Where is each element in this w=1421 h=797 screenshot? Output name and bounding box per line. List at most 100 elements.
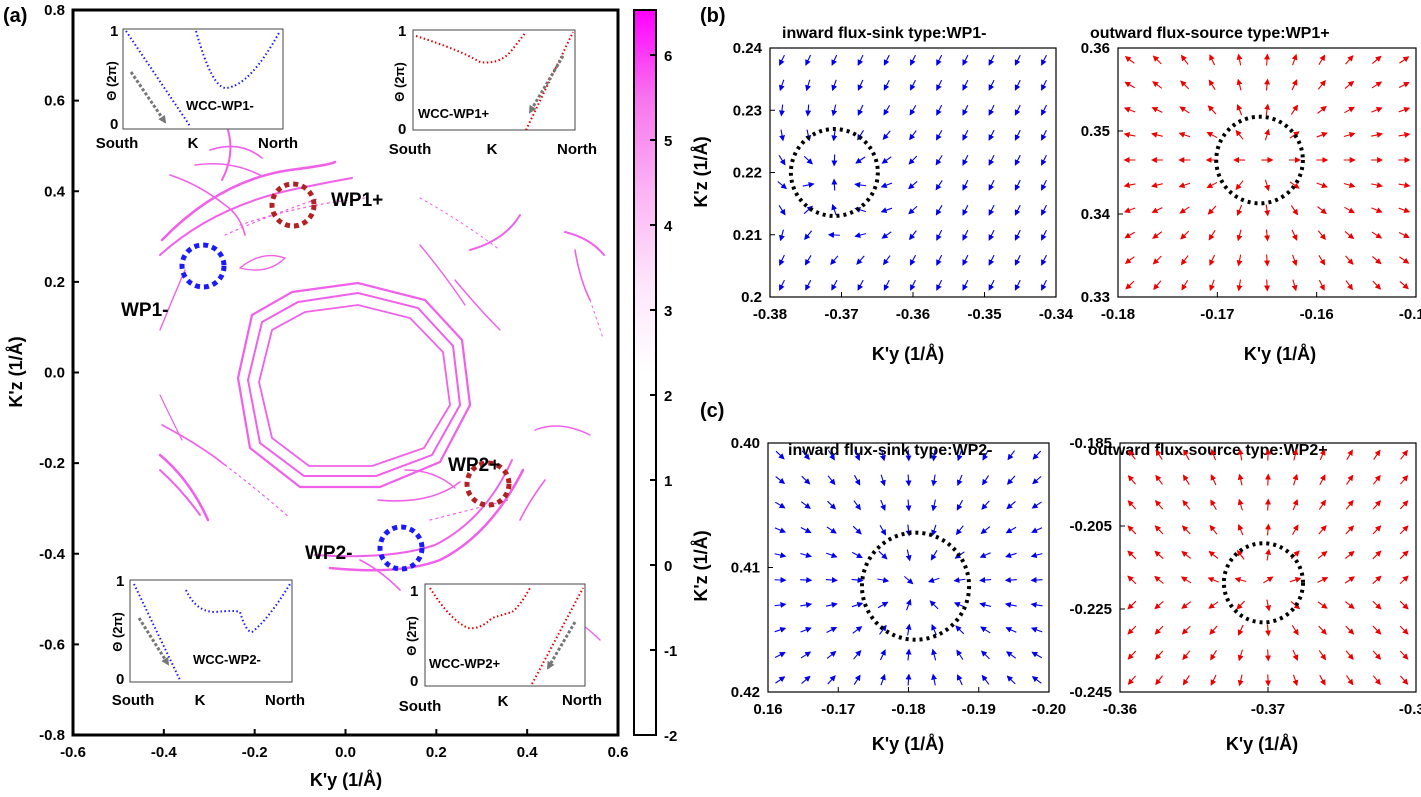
vector-arrow bbox=[1371, 81, 1383, 89]
vector-arrow bbox=[1264, 254, 1271, 267]
vector-arrow bbox=[778, 104, 785, 117]
surface-arc bbox=[574, 249, 591, 301]
surface-arc bbox=[239, 197, 366, 226]
surface-arc bbox=[404, 469, 456, 489]
vector-arrow bbox=[1152, 231, 1163, 239]
vector-arrow bbox=[1032, 475, 1042, 485]
vector-arrow bbox=[905, 499, 912, 512]
colorbar-gradient bbox=[633, 9, 657, 736]
vector-arrow bbox=[1344, 601, 1355, 610]
vector-arrow bbox=[1264, 53, 1271, 66]
vector-arrow bbox=[801, 475, 811, 485]
y-tick-label: 0.41 bbox=[731, 560, 760, 577]
x-tick-label: -0.36 bbox=[896, 306, 930, 323]
vector-arrow bbox=[827, 675, 836, 685]
vector-arrow bbox=[1291, 279, 1298, 292]
colorbar: 6 5 4 3 2 1 0 -1 -2 bbox=[633, 9, 677, 745]
surface-arc bbox=[239, 254, 287, 271]
vector-arrow bbox=[857, 279, 864, 291]
vector-arrow bbox=[1317, 550, 1328, 559]
inset-ytick-top: 1 bbox=[398, 23, 406, 40]
inset-xtick-south: South bbox=[399, 698, 442, 715]
vector-arrow bbox=[988, 229, 995, 241]
vector-arrow bbox=[936, 79, 943, 91]
vector-arrow bbox=[1123, 107, 1136, 113]
vector-arrow bbox=[880, 499, 886, 512]
vector-arrow bbox=[1155, 675, 1163, 686]
vector-arrow bbox=[929, 600, 939, 610]
wcc-curve bbox=[415, 31, 527, 64]
vector-arrow bbox=[1206, 131, 1218, 139]
vector-arrow bbox=[931, 624, 937, 636]
vector-arrow bbox=[1372, 550, 1382, 560]
inset-ytick-bottom: 0 bbox=[398, 121, 406, 138]
vector-arrow bbox=[1180, 54, 1189, 65]
vector-arrow bbox=[1265, 523, 1272, 536]
vector-arrow bbox=[1209, 625, 1218, 635]
vector-arrow bbox=[1181, 279, 1189, 291]
y-tick-label: 0.8 bbox=[44, 2, 65, 19]
vector-arrow bbox=[1209, 524, 1218, 535]
vector-arrow bbox=[956, 649, 964, 660]
vector-arrow bbox=[956, 449, 963, 462]
vector-arrow bbox=[1210, 499, 1217, 511]
surface-arc bbox=[161, 424, 226, 466]
vector-arrow bbox=[1041, 204, 1047, 216]
vector-arrow bbox=[857, 54, 864, 66]
vector-arrow bbox=[962, 54, 969, 66]
inset-ytick-bottom: 0 bbox=[110, 116, 118, 133]
vector-arrow bbox=[1318, 625, 1327, 635]
surface-arc bbox=[224, 197, 321, 236]
guide-arrow bbox=[137, 617, 170, 666]
vector-arrow bbox=[910, 54, 916, 66]
vector-arrow bbox=[880, 673, 886, 686]
inset-xtick-north: North bbox=[265, 692, 305, 709]
vector-arrow bbox=[1180, 576, 1192, 584]
vector-arrow bbox=[1291, 625, 1299, 636]
vector-arrow bbox=[928, 577, 940, 584]
vector-arrow bbox=[1155, 449, 1163, 460]
vector-arrow bbox=[1372, 474, 1381, 485]
vector-arrow bbox=[956, 474, 963, 486]
vector-arrow bbox=[1317, 105, 1327, 114]
panel-c2-title: outward flux-source type:WP2+ bbox=[1088, 442, 1328, 459]
vector-arrow bbox=[936, 129, 943, 141]
weyl-point-markers bbox=[179, 181, 512, 572]
vector-arrow bbox=[909, 130, 917, 141]
vector-arrow bbox=[908, 205, 918, 215]
vector-arrow bbox=[1289, 181, 1300, 189]
bulk-pocket-outer bbox=[236, 281, 472, 489]
vector-arrow bbox=[1399, 675, 1409, 685]
vector-arrow bbox=[905, 549, 912, 562]
inset-y-label: Θ (2π) bbox=[110, 612, 125, 652]
vector-arrow bbox=[909, 254, 917, 266]
inset-ytick-bottom: 0 bbox=[410, 673, 418, 690]
vector-arrow bbox=[1292, 498, 1299, 511]
vector-arrow bbox=[827, 475, 836, 486]
vector-arrow bbox=[1289, 131, 1300, 139]
vector-arrow bbox=[1372, 525, 1382, 535]
vector-arrow bbox=[1399, 550, 1409, 560]
colorbar-tick-label: -2 bbox=[664, 728, 677, 745]
vector-arrow bbox=[1209, 254, 1216, 266]
vector-arrow bbox=[1372, 500, 1382, 510]
vector-arrow bbox=[777, 181, 788, 190]
weyl-node-circle bbox=[859, 530, 972, 642]
vector-arrow bbox=[1345, 499, 1354, 510]
vector-arrow bbox=[1371, 207, 1383, 213]
panel-a-label: (a) bbox=[3, 5, 27, 27]
vector-arrow bbox=[880, 449, 886, 462]
vector-arrow bbox=[880, 207, 893, 213]
vector-arrow bbox=[1398, 81, 1410, 89]
vector-arrow bbox=[831, 178, 838, 191]
vector-arrow bbox=[879, 624, 887, 635]
x-tick-label: -0.4 bbox=[151, 744, 178, 761]
vector-arrow bbox=[1180, 255, 1189, 266]
vector-arrow bbox=[1041, 254, 1047, 266]
vector-arrow bbox=[831, 79, 838, 92]
vector-arrow bbox=[1317, 79, 1326, 90]
vector-arrow bbox=[980, 526, 991, 535]
vector-arrow bbox=[981, 500, 990, 510]
vector-arrow bbox=[1264, 279, 1271, 292]
weyl-node-circle bbox=[788, 127, 880, 218]
